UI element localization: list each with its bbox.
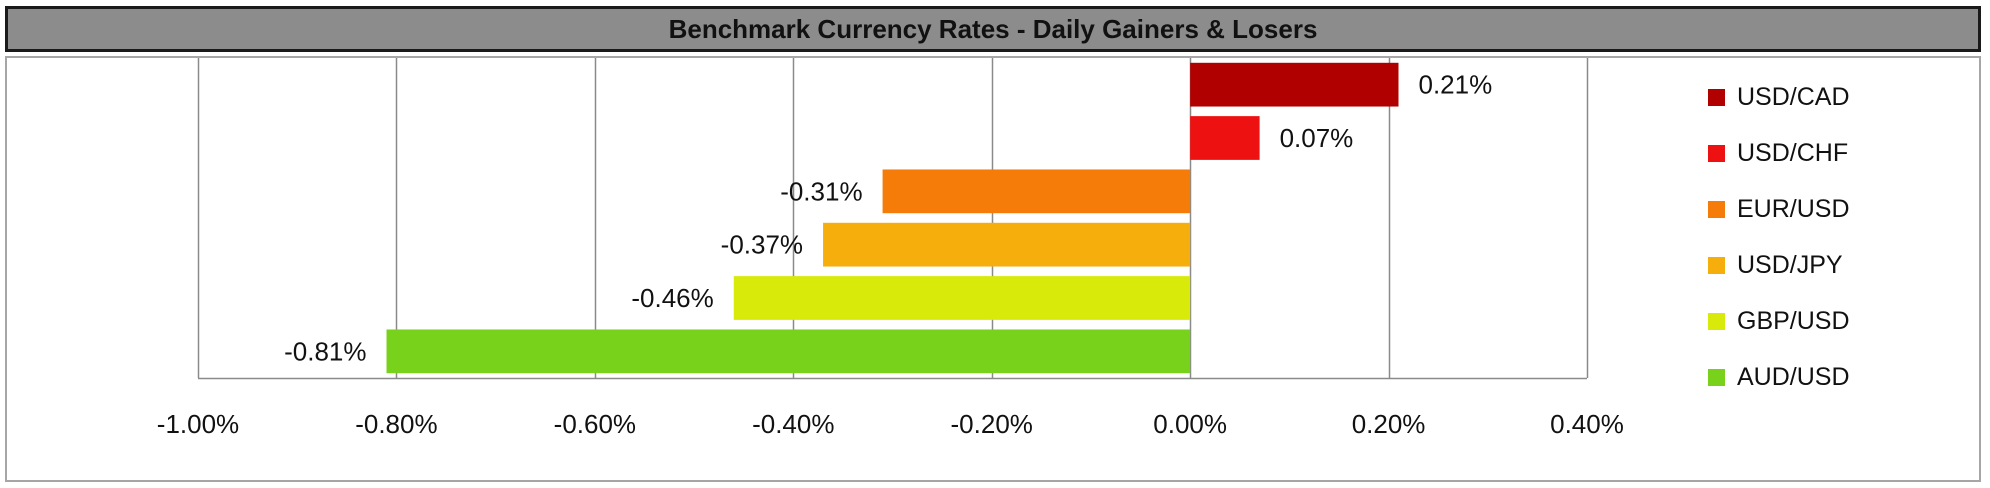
legend-swatch [1708,256,1725,274]
data-label: -0.81% [284,336,366,366]
bar [823,222,1191,267]
legend-swatch [1708,368,1725,386]
bar [882,169,1191,214]
legend-label: AUD/USD [1737,362,1850,391]
legend-label: USD/CHF [1737,138,1849,167]
legend-label: USD/JPY [1737,250,1843,279]
x-tick-label: -1.00% [157,409,239,439]
data-label: -0.46% [631,283,713,313]
x-tick-label: -0.40% [752,409,834,439]
legend-item: GBP/USD [1708,304,1850,338]
x-tick-label: -0.20% [951,409,1033,439]
legend-swatch [1708,88,1725,106]
legend-label: USD/CAD [1737,82,1850,111]
x-tick-label: 0.20% [1352,409,1426,439]
x-tick-label: 0.00% [1153,409,1227,439]
data-label: 0.07% [1280,123,1354,153]
legend-swatch [1708,144,1725,162]
legend-item: AUD/USD [1708,360,1850,394]
legend-label: GBP/USD [1737,306,1850,335]
legend-swatch [1708,312,1725,330]
bar [1190,62,1399,107]
legend-item: USD/CAD [1708,80,1850,114]
x-tick-label: 0.40% [1550,409,1624,439]
data-label: 0.21% [1418,70,1492,100]
legend-item: EUR/USD [1708,192,1850,226]
x-tick-label: -0.60% [554,409,636,439]
chart-title-bar: Benchmark Currency Rates - Daily Gainers… [5,6,1981,52]
legend-label: EUR/USD [1737,194,1850,223]
chart-title: Benchmark Currency Rates - Daily Gainers… [668,13,1318,44]
legend-swatch [1708,200,1725,218]
x-tick-label: -0.80% [355,409,437,439]
bar [386,329,1191,374]
legend-item: USD/CHF [1708,136,1848,170]
data-label: -0.37% [721,230,803,260]
bar [1190,116,1260,160]
bar [733,276,1191,320]
legend-item: USD/JPY [1708,248,1843,282]
data-label: -0.31% [780,176,862,206]
